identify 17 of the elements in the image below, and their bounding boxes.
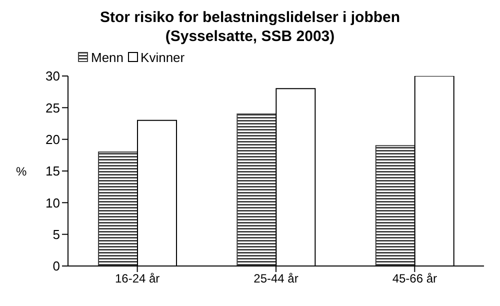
x-tick-label: 16-24 år <box>114 272 160 286</box>
y-tick-label: 0 <box>52 258 60 274</box>
bar <box>375 145 416 266</box>
y-tick-label: 15 <box>46 164 60 179</box>
bar <box>236 114 277 266</box>
y-axis-title: % <box>16 164 27 178</box>
x-tick-label: 25-44 år <box>254 272 298 286</box>
legend-label: Menn <box>91 50 124 64</box>
chart-title: Stor risiko for belastningslidelser i jobben (Sysselsatte, SSB 2003) <box>98 8 402 46</box>
y-tick-label: 20 <box>46 132 60 147</box>
x-tick-label: 45-66 år <box>392 272 438 286</box>
y-tick-label: 30 <box>46 68 60 84</box>
bar <box>98 152 138 266</box>
y-tick-label: 5 <box>52 226 60 242</box>
y-tick-label: 10 <box>46 195 60 210</box>
legend-label: Kvinner <box>140 50 185 64</box>
y-tick-label: 25 <box>46 100 60 116</box>
